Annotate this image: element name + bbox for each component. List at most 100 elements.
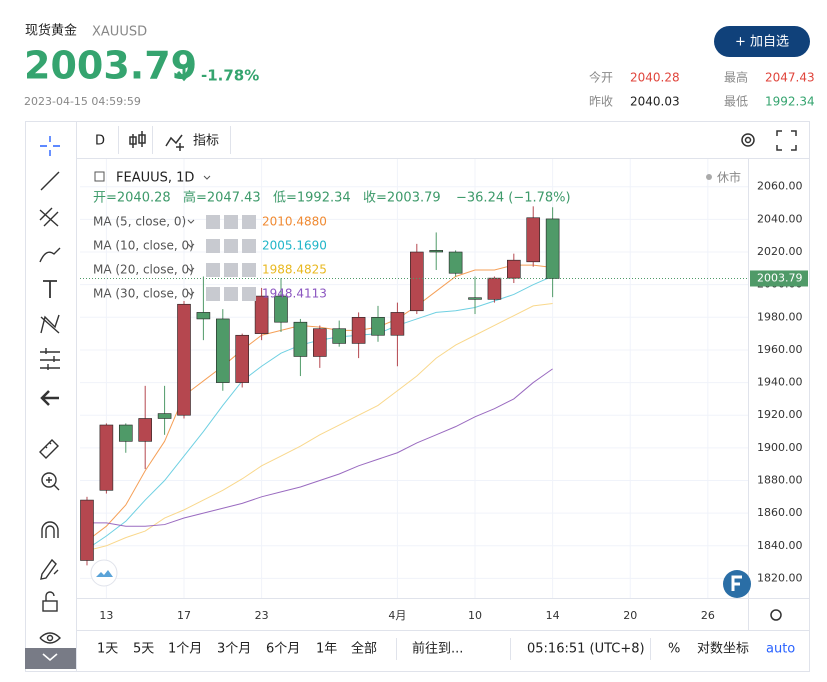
last-price-box (750, 270, 808, 287)
candle-body (235, 334, 249, 383)
indicators[interactable]: 指标 (193, 134, 219, 149)
auto-toggle[interactable]: auto (766, 642, 795, 657)
add-button[interactable] (714, 26, 810, 57)
chart-panel (25, 121, 810, 672)
range-button[interactable]: 1个月 (168, 642, 202, 657)
candle-body (487, 277, 502, 300)
stat-value: 2040.03 (630, 95, 680, 109)
stat-label: 昨收 (589, 95, 613, 109)
candle-body (177, 303, 191, 416)
interval[interactable]: D (95, 134, 105, 149)
back-tool[interactable] (40, 390, 59, 406)
text-tool[interactable] (43, 280, 57, 298)
log-toggle[interactable]: 对数坐标 (697, 642, 749, 657)
candle-body (351, 317, 366, 344)
stat-value: 2047.43 (765, 71, 815, 85)
ma-visibility[interactable] (206, 263, 220, 277)
range-button[interactable]: 6个月 (266, 642, 300, 657)
ma-remove[interactable] (242, 239, 256, 253)
ma-remove[interactable] (242, 287, 256, 301)
logo-badge (90, 559, 118, 587)
x-tick-label: 20 (623, 609, 637, 622)
ma-settings[interactable] (224, 215, 238, 229)
add-button-label[interactable]: + 加自选 (735, 35, 789, 50)
price: 2003.79 (24, 44, 197, 88)
visibility-tool[interactable] (39, 632, 61, 644)
x-tick-label: 10 (468, 609, 482, 622)
lock-draw-tool[interactable] (40, 558, 59, 580)
y-tick-label: 1880.00 (757, 473, 803, 486)
y-tick-label: 1900.00 (757, 441, 803, 454)
brush-tool[interactable] (39, 247, 61, 263)
ma-chevron[interactable] (187, 267, 195, 272)
ma-chevron[interactable] (187, 243, 195, 248)
pattern-tool[interactable] (40, 314, 60, 334)
candle-body (196, 312, 211, 320)
y-tick-label: 1920.00 (757, 408, 803, 421)
ma-chevron[interactable] (187, 291, 195, 296)
axis-settings[interactable] (770, 609, 782, 621)
stat-label: 最低 (724, 95, 748, 109)
line-tool[interactable] (40, 171, 60, 191)
ma-remove[interactable] (242, 263, 256, 277)
drawing-tools (39, 136, 61, 644)
ma-chevron[interactable] (187, 219, 195, 224)
legend-toggle[interactable] (94, 171, 105, 182)
zoom-tool[interactable] (41, 472, 57, 488)
y-tick-label: 1840.00 (757, 539, 803, 552)
range-button[interactable]: 3个月 (217, 642, 251, 657)
collapse-button[interactable] (25, 648, 76, 669)
range-button[interactable]: 全部 (351, 641, 377, 657)
ma-settings[interactable] (224, 263, 238, 277)
logo-icon (96, 570, 113, 577)
candle-icon[interactable] (129, 131, 146, 148)
indicator-icon[interactable] (165, 134, 184, 151)
candle-body (293, 321, 308, 357)
candle-body (138, 418, 152, 442)
x-tick-label: 17 (177, 609, 191, 622)
y-tick-label: 1820.00 (757, 571, 803, 584)
ma-settings[interactable] (224, 239, 238, 253)
crosshair-tool[interactable] (40, 136, 60, 156)
y-tick-label: 1860.00 (757, 506, 803, 519)
candle-body (332, 328, 347, 344)
stat-label: 今开 (589, 70, 613, 85)
ma-line (86, 368, 553, 527)
ohlc-value: 收=2003.79 (363, 191, 441, 206)
timestamp: 2023-04-15 04:59:59 (24, 95, 141, 108)
y-tick-label: 1980.00 (757, 310, 803, 323)
range-button[interactable]: 1年 (316, 642, 337, 657)
x-tick-label: 4月 (388, 609, 406, 622)
ohlc-value: 高=2047.43 (183, 190, 261, 206)
clock: 05:16:51 (UTC+8) (527, 642, 645, 657)
legend-symbol: FEAUUS, 1D (116, 171, 194, 186)
ma-value: 1948.4113 (262, 287, 327, 301)
stat-value: 2040.28 (630, 71, 680, 85)
ma-visibility[interactable] (206, 215, 220, 229)
percent-toggle[interactable]: % (668, 642, 680, 657)
legend-chevron[interactable] (203, 175, 211, 180)
candle-body (215, 318, 230, 383)
ma-settings[interactable] (224, 287, 238, 301)
stat-value: 1992.34 (765, 95, 815, 109)
candle-body (507, 259, 521, 279)
change: -1.78% (201, 67, 259, 85)
range-button[interactable]: 1天 (97, 642, 118, 657)
fullscreen[interactable] (776, 130, 797, 151)
goto-button[interactable]: 前往到... (412, 641, 463, 657)
ma-remove[interactable] (242, 215, 256, 229)
symbol: XAUUSD (92, 25, 147, 40)
prediction-tool[interactable] (40, 348, 60, 370)
ma-visibility[interactable] (206, 239, 220, 253)
fib-tool[interactable] (39, 207, 59, 227)
settings[interactable] (741, 133, 755, 147)
settings-core (744, 136, 752, 144)
lock-tool[interactable] (42, 600, 58, 612)
ruler-tool[interactable] (39, 439, 59, 459)
candle-body (390, 312, 405, 336)
magnet-tool[interactable] (41, 521, 59, 538)
candle-body (254, 295, 269, 334)
y-tick-label: 1940.00 (757, 376, 803, 389)
ma-visibility[interactable] (206, 287, 220, 301)
range-button[interactable]: 5天 (133, 642, 154, 657)
